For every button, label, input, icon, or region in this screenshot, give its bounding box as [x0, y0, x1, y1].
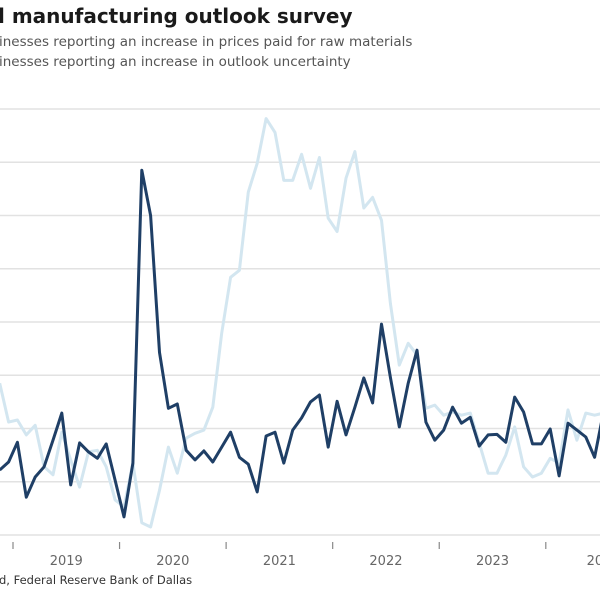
x-tick-label: 2022	[369, 554, 402, 569]
x-tick-label: 202	[587, 554, 600, 569]
series-line-prices-paid	[0, 117, 600, 529]
x-tick-label: 2019	[50, 554, 83, 569]
x-tick-label: 2021	[263, 554, 296, 569]
gridlines	[0, 108, 600, 536]
source-note: d, Federal Reserve Bank of Dallas	[0, 573, 193, 587]
legend-item-uncertainty: inesses reporting an increase in outlook…	[0, 54, 351, 70]
x-tick-label: 2023	[476, 554, 509, 569]
x-tick-label: 2020	[156, 554, 189, 569]
legend-item-prices-paid: inesses reporting an increase in prices …	[0, 34, 413, 50]
series-line-uncertainty	[0, 168, 600, 519]
series-lines	[0, 117, 600, 529]
chart-title: l manufacturing outlook survey	[0, 4, 353, 28]
x-axis: 2019 2020 2021 2022 2023 202	[12, 542, 600, 569]
